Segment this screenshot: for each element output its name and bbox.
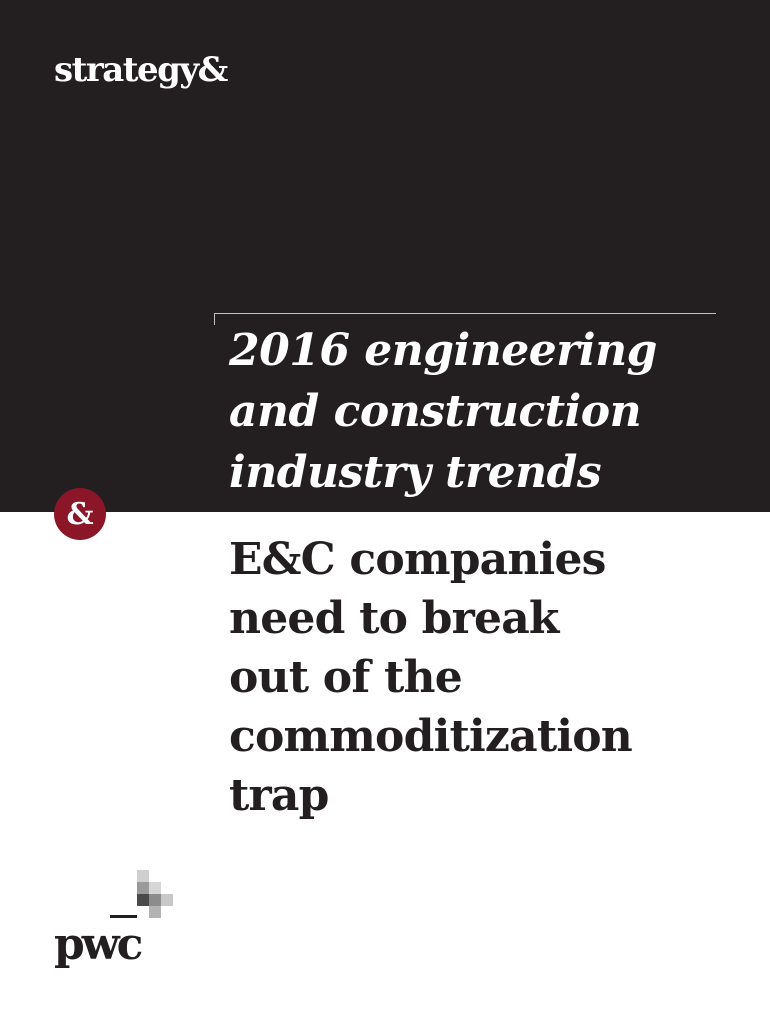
subtitle-line: need to break — [229, 593, 559, 644]
ampersand-badge: & — [54, 488, 106, 540]
brand-logo: strategy& — [54, 50, 228, 90]
pwc-logo: pwc — [54, 919, 143, 970]
report-title: 2016 engineering and construction indust… — [229, 320, 749, 503]
pwc-mosaic-icon — [110, 870, 190, 922]
title-line: industry trends — [229, 447, 602, 498]
title-line: and construction — [229, 386, 642, 437]
subtitle-line: E&C companies — [229, 534, 606, 585]
title-rule — [214, 313, 716, 325]
subtitle-line: out of the — [229, 652, 463, 703]
subtitle-line: trap — [229, 770, 329, 821]
report-subtitle: E&C companies need to break out of the c… — [229, 530, 749, 825]
title-line: 2016 engineering — [229, 325, 657, 376]
subtitle-line: commoditization — [229, 711, 633, 762]
cover-dark-band — [0, 0, 770, 512]
